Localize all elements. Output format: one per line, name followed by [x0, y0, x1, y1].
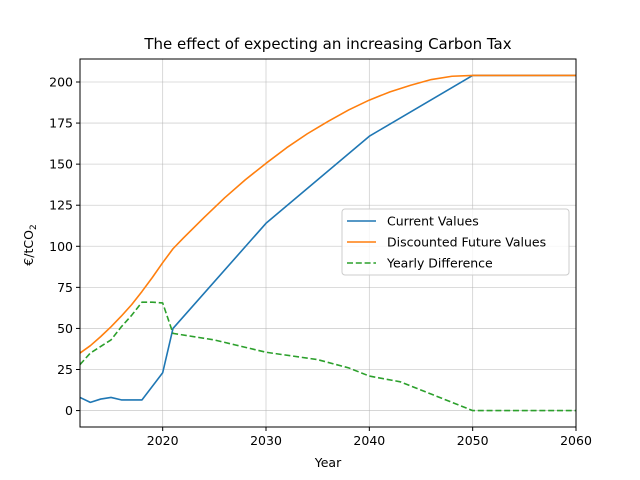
y-tick-label: 100: [49, 239, 73, 254]
x-axis-title: Year: [314, 455, 342, 470]
plot-frame: [79, 58, 577, 428]
series-line-3: [79, 301, 576, 412]
legend-box: [341, 208, 570, 276]
series-line-1: [79, 74, 576, 404]
x-tick-label: 2020: [147, 433, 179, 448]
y-tick-label: 175: [49, 116, 73, 131]
y-tick-label: 0: [65, 403, 73, 418]
ticks: 2020 2030 2040 2050 2060 0 25 50 75 100 125 150 175 2…: [49, 75, 592, 449]
y-tick-label: 200: [49, 75, 73, 90]
legend: Current Values Discounted Future Values Ye…: [341, 208, 570, 276]
y-axis-title-subscript: 2: [29, 224, 39, 230]
x-tick-label: 2030: [250, 433, 282, 448]
legend-label: Yearly Difference: [386, 256, 493, 271]
series-layer: [79, 74, 576, 412]
chart-title: The effect of expecting an increasing Ca…: [143, 35, 511, 53]
series-line-2: [79, 74, 576, 354]
legend-label: Discounted Future Values: [387, 235, 546, 250]
y-tick-label: 125: [49, 198, 73, 213]
y-axis-title-main: €/tCO: [21, 230, 36, 266]
y-tick-label: 150: [49, 157, 73, 172]
x-tick-label: 2060: [560, 433, 592, 448]
legend-label: Current Values: [387, 214, 479, 229]
y-tick-label: 75: [57, 280, 73, 295]
y-tick-label: 50: [57, 321, 73, 336]
x-tick-label: 2050: [457, 433, 489, 448]
y-axis-title: €/tCO2: [21, 224, 39, 265]
y-tick-label: 25: [57, 362, 73, 377]
x-tick-label: 2040: [353, 433, 385, 448]
